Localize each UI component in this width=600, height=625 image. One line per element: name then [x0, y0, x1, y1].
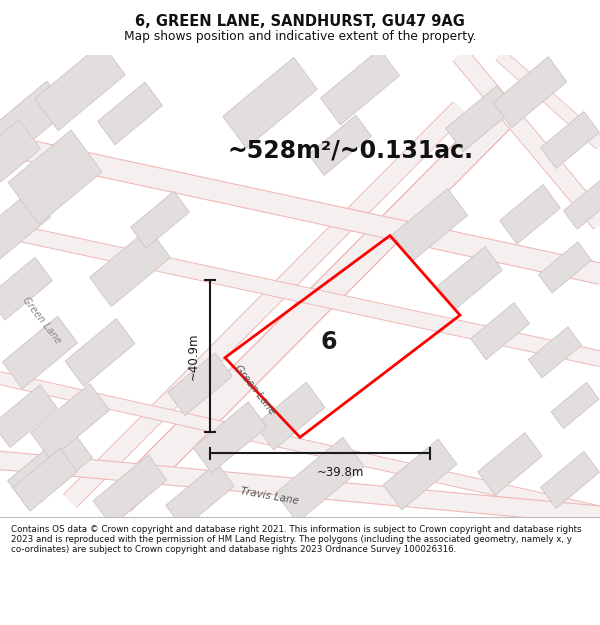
- Text: Map shows position and indicative extent of the property.: Map shows position and indicative extent…: [124, 30, 476, 43]
- Polygon shape: [0, 81, 68, 156]
- Polygon shape: [320, 49, 400, 125]
- Polygon shape: [0, 119, 40, 182]
- Polygon shape: [308, 115, 371, 176]
- Text: ~40.9m: ~40.9m: [187, 332, 200, 380]
- Polygon shape: [438, 247, 502, 309]
- Polygon shape: [35, 43, 125, 131]
- Text: ~528m²/~0.131ac.: ~528m²/~0.131ac.: [227, 139, 473, 162]
- Polygon shape: [65, 319, 135, 386]
- Polygon shape: [8, 428, 92, 510]
- Polygon shape: [255, 382, 325, 450]
- Polygon shape: [0, 385, 57, 448]
- Polygon shape: [8, 130, 102, 224]
- Polygon shape: [392, 189, 467, 261]
- Text: Green Lane: Green Lane: [233, 363, 277, 416]
- Text: Green Lane: Green Lane: [21, 295, 63, 346]
- Polygon shape: [2, 316, 77, 389]
- Polygon shape: [541, 111, 599, 168]
- Polygon shape: [31, 384, 109, 459]
- Polygon shape: [168, 353, 232, 416]
- Text: Contains OS data © Crown copyright and database right 2021. This information is : Contains OS data © Crown copyright and d…: [11, 524, 581, 554]
- Polygon shape: [493, 57, 567, 128]
- Polygon shape: [563, 178, 600, 229]
- Polygon shape: [0, 190, 50, 259]
- Polygon shape: [541, 451, 599, 508]
- Text: Travis Lane: Travis Lane: [240, 486, 300, 506]
- Polygon shape: [446, 86, 514, 152]
- Polygon shape: [193, 402, 267, 472]
- Polygon shape: [551, 382, 599, 429]
- Polygon shape: [131, 191, 190, 248]
- Polygon shape: [529, 327, 581, 378]
- Polygon shape: [0, 258, 52, 320]
- Polygon shape: [383, 439, 457, 510]
- Polygon shape: [276, 438, 364, 522]
- Text: ~39.8m: ~39.8m: [316, 466, 364, 479]
- Polygon shape: [500, 184, 560, 244]
- Polygon shape: [470, 302, 529, 359]
- Polygon shape: [98, 82, 162, 145]
- Polygon shape: [223, 58, 317, 148]
- Polygon shape: [13, 449, 77, 511]
- Text: 6: 6: [320, 330, 337, 354]
- Polygon shape: [166, 462, 234, 529]
- Polygon shape: [478, 432, 542, 495]
- Text: 6, GREEN LANE, SANDHURST, GU47 9AG: 6, GREEN LANE, SANDHURST, GU47 9AG: [135, 14, 465, 29]
- Polygon shape: [89, 228, 170, 307]
- Polygon shape: [93, 455, 167, 526]
- Polygon shape: [539, 242, 592, 293]
